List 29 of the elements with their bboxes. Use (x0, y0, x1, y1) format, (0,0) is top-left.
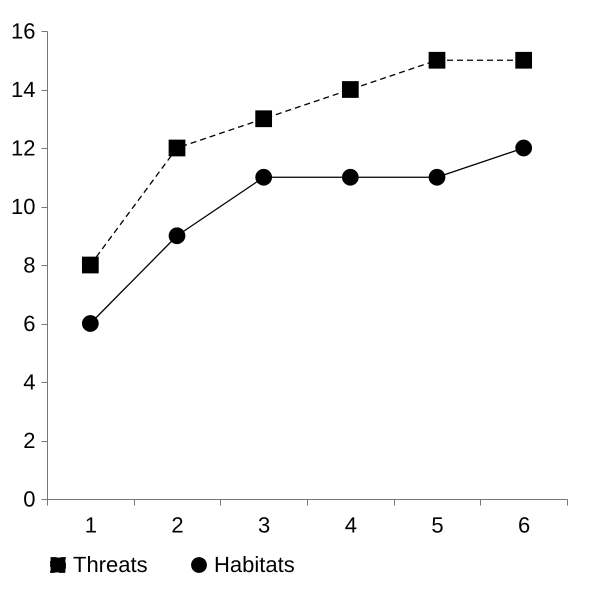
y-tick-label: 16 (11, 18, 36, 44)
y-tick-label: 2 (23, 428, 36, 453)
legend-label: Habitats (214, 552, 295, 577)
point (342, 81, 359, 98)
point (428, 168, 446, 186)
x-tick-label: 3 (258, 512, 270, 538)
x-tick-label: 4 (344, 512, 357, 538)
y-tick-label: 14 (11, 77, 36, 102)
y-tick-label: 4 (23, 370, 36, 394)
legend-label: Threats (73, 552, 148, 577)
point (168, 227, 186, 244)
point (515, 140, 532, 156)
point (428, 52, 446, 69)
x-tick-label: 6 (518, 512, 530, 538)
x-tick-label: 1 (84, 512, 97, 538)
x-tick-label: 5 (431, 512, 444, 538)
point (255, 168, 272, 186)
y-tick-label: 12 (11, 136, 36, 160)
point (168, 140, 186, 156)
point (342, 168, 359, 186)
x-tick-label: 2 (171, 512, 184, 538)
y-tick-label: 10 (11, 194, 36, 219)
point (255, 110, 272, 128)
y-tick-label: 6 (23, 311, 36, 336)
point (82, 315, 99, 332)
y-tick-label: 8 (23, 252, 36, 278)
y-tick-label: 0 (23, 486, 36, 512)
point (82, 256, 99, 274)
point (515, 52, 532, 69)
